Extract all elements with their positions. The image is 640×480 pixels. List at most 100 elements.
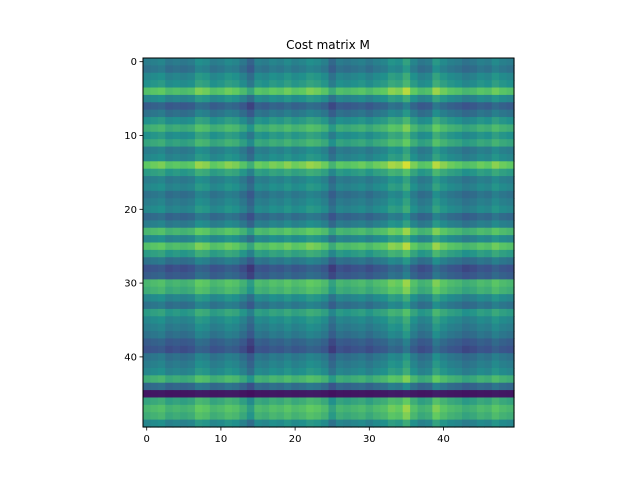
- heatmap-cell: [217, 316, 226, 325]
- heatmap-cell: [484, 117, 493, 126]
- heatmap-cell: [254, 198, 263, 207]
- heatmap-cell: [246, 316, 255, 325]
- heatmap-cell: [232, 94, 241, 103]
- heatmap-cell: [432, 419, 441, 428]
- heatmap-cell: [143, 382, 152, 391]
- heatmap-cell: [380, 345, 389, 354]
- heatmap-cell: [209, 212, 218, 221]
- heatmap-cell: [491, 294, 500, 303]
- heatmap-cell: [439, 308, 448, 317]
- heatmap-cell: [462, 220, 471, 229]
- heatmap-cell: [165, 404, 174, 413]
- heatmap-cell: [150, 353, 159, 362]
- heatmap-cell: [424, 308, 433, 317]
- heatmap-cell: [150, 227, 159, 236]
- heatmap-cell: [298, 419, 307, 428]
- heatmap-cell: [172, 124, 181, 133]
- heatmap-cell: [484, 131, 493, 140]
- heatmap-cell: [313, 242, 322, 251]
- heatmap-cell: [187, 117, 196, 126]
- heatmap-cell: [232, 397, 241, 406]
- heatmap-cell: [298, 367, 307, 376]
- heatmap-cell: [283, 176, 292, 185]
- heatmap-cell: [306, 72, 315, 81]
- heatmap-cell: [246, 353, 255, 362]
- heatmap-cell: [232, 345, 241, 354]
- heatmap-cell: [380, 220, 389, 229]
- heatmap-cell: [410, 412, 419, 421]
- heatmap-cell: [291, 227, 300, 236]
- heatmap-cell: [387, 183, 396, 192]
- heatmap-cell: [410, 205, 419, 214]
- heatmap-cell: [432, 390, 441, 399]
- heatmap-cell: [172, 109, 181, 118]
- heatmap-cell: [350, 176, 359, 185]
- heatmap-cell: [417, 168, 426, 177]
- heatmap-cell: [313, 139, 322, 148]
- heatmap-cell: [439, 227, 448, 236]
- heatmap-cell: [373, 146, 382, 155]
- heatmap-cell: [239, 345, 248, 354]
- heatmap-cell: [150, 308, 159, 317]
- heatmap-cell: [239, 294, 248, 303]
- heatmap-cell: [187, 131, 196, 140]
- heatmap-cell: [350, 212, 359, 221]
- heatmap-cell: [157, 161, 166, 170]
- heatmap-cell: [194, 161, 203, 170]
- heatmap-cell: [209, 227, 218, 236]
- heatmap-cell: [298, 212, 307, 221]
- heatmap-cell: [335, 124, 344, 133]
- heatmap-cell: [165, 272, 174, 280]
- heatmap-cell: [373, 117, 382, 126]
- heatmap-cell: [187, 382, 196, 391]
- heatmap-cell: [239, 390, 248, 399]
- heatmap-cell: [350, 272, 359, 280]
- heatmap-cell: [194, 323, 203, 332]
- heatmap-cell: [476, 382, 485, 391]
- heatmap-cell: [261, 65, 270, 74]
- heatmap-cell: [150, 249, 159, 258]
- heatmap-cell: [447, 390, 456, 399]
- heatmap-cell: [157, 301, 166, 310]
- heatmap-cell: [157, 345, 166, 354]
- heatmap-cell: [439, 212, 448, 221]
- heatmap-cell: [165, 153, 174, 162]
- heatmap-cell: [358, 257, 367, 266]
- heatmap-cell: [224, 227, 233, 236]
- heatmap-cell: [306, 205, 315, 214]
- heatmap-cell: [410, 294, 419, 303]
- heatmap-cell: [291, 183, 300, 192]
- heatmap-cell: [157, 286, 166, 295]
- heatmap-cell: [150, 367, 159, 376]
- heatmap-cell: [358, 323, 367, 332]
- heatmap-cell: [232, 382, 241, 391]
- heatmap-cell: [380, 183, 389, 192]
- heatmap-cell: [402, 331, 411, 340]
- heatmap-cell: [499, 235, 508, 244]
- heatmap-cell: [239, 419, 248, 428]
- heatmap-cell: [217, 360, 226, 369]
- heatmap-cell: [306, 257, 315, 266]
- heatmap-cell: [350, 183, 359, 192]
- heatmap-cell: [254, 80, 263, 89]
- heatmap-cell: [143, 375, 152, 384]
- heatmap-cell: [298, 257, 307, 266]
- heatmap-cell: [194, 72, 203, 81]
- x-tick-label: 40: [437, 434, 450, 445]
- heatmap-cell: [395, 367, 404, 376]
- heatmap-cell: [261, 360, 270, 369]
- heatmap-cell: [298, 80, 307, 89]
- heatmap-cell: [291, 242, 300, 251]
- heatmap-cell: [380, 87, 389, 96]
- heatmap-cell: [328, 117, 337, 126]
- heatmap-cell: [269, 117, 278, 126]
- heatmap-cell: [402, 198, 411, 207]
- heatmap-cell: [454, 87, 463, 96]
- heatmap-cell: [269, 87, 278, 96]
- heatmap-cell: [454, 205, 463, 214]
- heatmap-cell: [350, 279, 359, 288]
- heatmap-cell: [165, 139, 174, 148]
- heatmap-cell: [313, 80, 322, 89]
- heatmap-cell: [224, 375, 233, 384]
- heatmap-cell: [254, 242, 263, 251]
